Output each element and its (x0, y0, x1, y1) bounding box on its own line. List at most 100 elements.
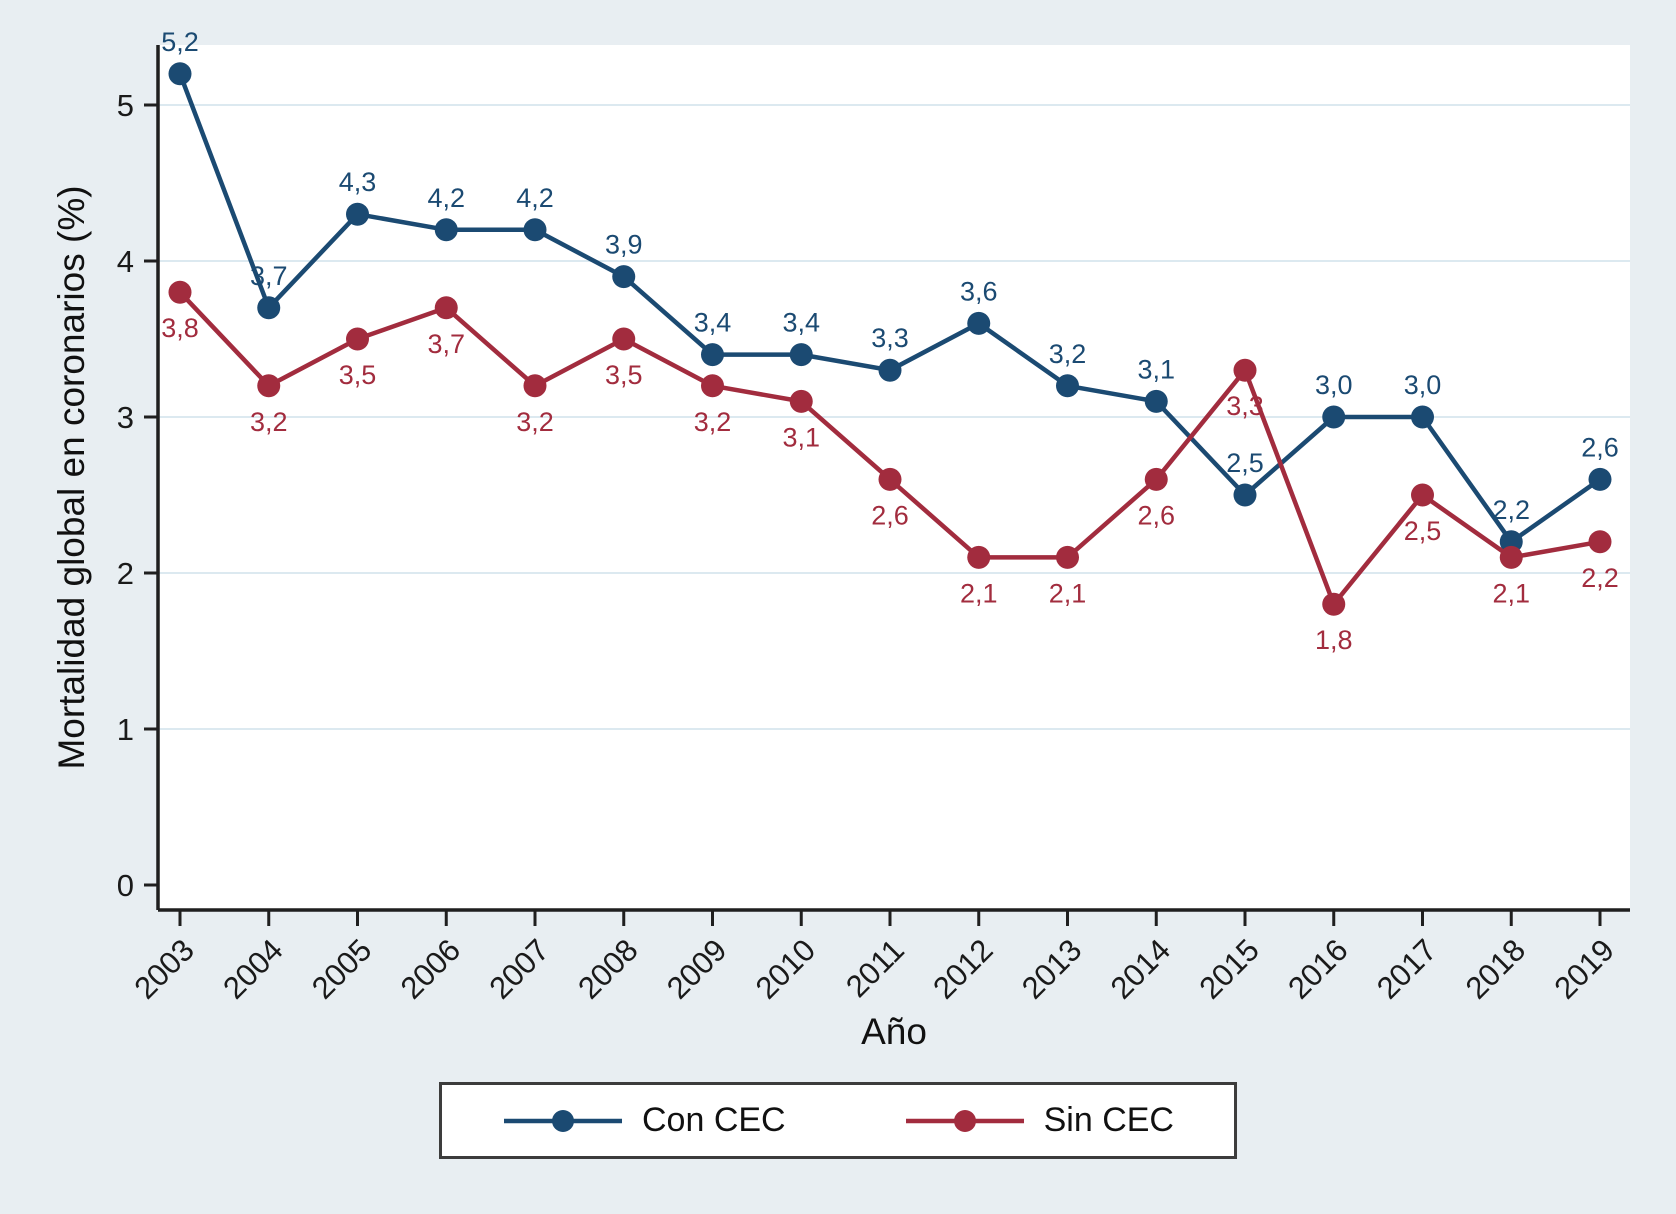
x-tick-label-2014: 2014 (1104, 932, 1178, 1006)
data-label-con-cec-2017: 3,0 (1404, 370, 1442, 400)
data-label-sin-cec-2009: 3,2 (694, 407, 732, 437)
data-label-sin-cec-2003: 3,8 (161, 313, 199, 343)
data-point-sin-cec-2007 (523, 374, 547, 398)
data-point-con-cec-2006 (434, 218, 458, 242)
data-point-con-cec-2008 (612, 265, 636, 289)
data-point-sin-cec-2016 (1322, 592, 1346, 616)
data-label-con-cec-2003: 5,2 (161, 27, 199, 57)
data-point-sin-cec-2009 (701, 374, 724, 398)
data-label-con-cec-2009: 3,4 (694, 308, 732, 338)
data-label-con-cec-2019: 2,6 (1581, 432, 1619, 462)
y-tick-label-0: 0 (117, 868, 134, 903)
data-point-con-cec-2003 (168, 62, 192, 86)
data-label-con-cec-2012: 3,6 (960, 276, 998, 306)
data-label-sin-cec-2013: 2,1 (1049, 578, 1087, 608)
x-tick-label-2018: 2018 (1459, 932, 1533, 1006)
data-label-sin-cec-2017: 2,5 (1404, 516, 1442, 546)
data-label-con-cec-2008: 3,9 (605, 230, 643, 260)
legend-label-con-cec: Con CEC (642, 1101, 786, 1139)
data-point-sin-cec-2004 (257, 374, 281, 398)
data-label-con-cec-2007: 4,2 (516, 183, 554, 213)
x-tick-label-2012: 2012 (926, 932, 1000, 1006)
data-point-sin-cec-2015 (1233, 358, 1257, 382)
data-point-con-cec-2014 (1144, 389, 1168, 413)
x-tick-label-2015: 2015 (1192, 932, 1266, 1006)
data-point-sin-cec-2006 (434, 296, 458, 320)
data-label-sin-cec-2015: 3,3 (1226, 391, 1264, 421)
x-tick-label-2005: 2005 (305, 932, 379, 1006)
data-point-con-cec-2007 (523, 218, 547, 242)
data-point-sin-cec-2003 (168, 280, 192, 304)
x-tick-label-2003: 2003 (127, 932, 201, 1006)
legend: Con CEC Sin CEC (439, 1082, 1237, 1159)
data-point-con-cec-2011 (878, 358, 902, 382)
y-tick-label-2: 2 (117, 556, 134, 591)
data-label-con-cec-2006: 4,2 (427, 183, 465, 213)
x-tick-label-2004: 2004 (216, 932, 290, 1006)
data-label-sin-cec-2018: 2,1 (1492, 578, 1530, 608)
legend-label-sin-cec: Sin CEC (1043, 1101, 1174, 1139)
data-point-con-cec-2010 (789, 343, 813, 367)
data-label-sin-cec-2004: 3,2 (250, 407, 288, 437)
x-axis-title: Año (861, 1011, 927, 1052)
data-point-con-cec-2015 (1233, 483, 1257, 507)
data-label-con-cec-2014: 3,1 (1137, 354, 1175, 384)
data-label-con-cec-2016: 3,0 (1315, 370, 1353, 400)
x-tick-label-2011: 2011 (839, 932, 911, 1004)
x-tick-label-2008: 2008 (571, 932, 645, 1006)
data-point-con-cec-2004 (257, 296, 281, 320)
x-tick-label-2007: 2007 (482, 932, 556, 1006)
data-label-sin-cec-2008: 3,5 (605, 360, 643, 390)
data-label-con-cec-2010: 3,4 (782, 308, 820, 338)
data-label-sin-cec-2011: 2,6 (871, 500, 909, 530)
data-point-sin-cec-2010 (789, 389, 813, 413)
x-tick-label-2009: 2009 (660, 932, 734, 1006)
x-tick-label-2019: 2019 (1547, 932, 1621, 1006)
x-tick-label-2010: 2010 (749, 932, 823, 1006)
data-label-con-cec-2018: 2,2 (1492, 495, 1530, 525)
y-tick-label-4: 4 (117, 244, 134, 279)
data-label-sin-cec-2010: 3,1 (782, 422, 820, 452)
legend-line-marker-sin-cec-icon (905, 1109, 1024, 1132)
x-tick-label-2016: 2016 (1281, 932, 1355, 1006)
data-label-sin-cec-2006: 3,7 (427, 329, 465, 359)
data-point-con-cec-2019 (1588, 467, 1612, 491)
data-point-sin-cec-2012 (967, 545, 991, 569)
x-tick-label-2017: 2017 (1370, 932, 1444, 1006)
data-label-sin-cec-2016: 1,8 (1315, 625, 1353, 655)
y-tick-label-3: 3 (117, 400, 134, 435)
data-point-con-cec-2012 (967, 311, 991, 335)
legend-item-con-cec: Con CEC (502, 1101, 786, 1140)
data-label-con-cec-2013: 3,2 (1049, 339, 1087, 369)
x-tick-label-2006: 2006 (394, 932, 468, 1006)
data-label-sin-cec-2012: 2,1 (960, 578, 998, 608)
data-point-sin-cec-2019 (1588, 530, 1612, 554)
data-point-con-cec-2013 (1056, 374, 1079, 398)
y-axis-title: Mortalidad global en coronarios (%) (51, 185, 92, 769)
data-label-sin-cec-2014: 2,6 (1137, 500, 1175, 530)
data-point-con-cec-2005 (346, 202, 369, 226)
data-point-sin-cec-2005 (346, 327, 369, 351)
data-point-sin-cec-2008 (612, 327, 636, 351)
data-point-sin-cec-2018 (1499, 545, 1523, 569)
data-point-sin-cec-2011 (878, 467, 902, 491)
data-label-sin-cec-2007: 3,2 (516, 407, 554, 437)
data-label-sin-cec-2005: 3,5 (339, 360, 377, 390)
data-label-con-cec-2015: 2,5 (1226, 448, 1264, 478)
data-point-con-cec-2017 (1411, 405, 1434, 429)
data-label-con-cec-2011: 3,3 (871, 323, 909, 353)
data-label-con-cec-2004: 3,7 (250, 261, 288, 291)
data-point-sin-cec-2017 (1411, 483, 1434, 507)
x-tick-label-2013: 2013 (1015, 932, 1089, 1006)
legend-line-marker-con-cec-icon (504, 1109, 623, 1132)
data-point-sin-cec-2014 (1144, 467, 1168, 491)
legend-item-sin-cec: Sin CEC (904, 1101, 1174, 1140)
data-label-sin-cec-2019: 2,2 (1581, 563, 1619, 593)
y-tick-label-1: 1 (117, 712, 134, 747)
data-point-con-cec-2016 (1322, 405, 1346, 429)
y-tick-label-5: 5 (117, 88, 134, 123)
data-point-sin-cec-2013 (1056, 545, 1079, 569)
data-label-con-cec-2005: 4,3 (339, 167, 377, 197)
